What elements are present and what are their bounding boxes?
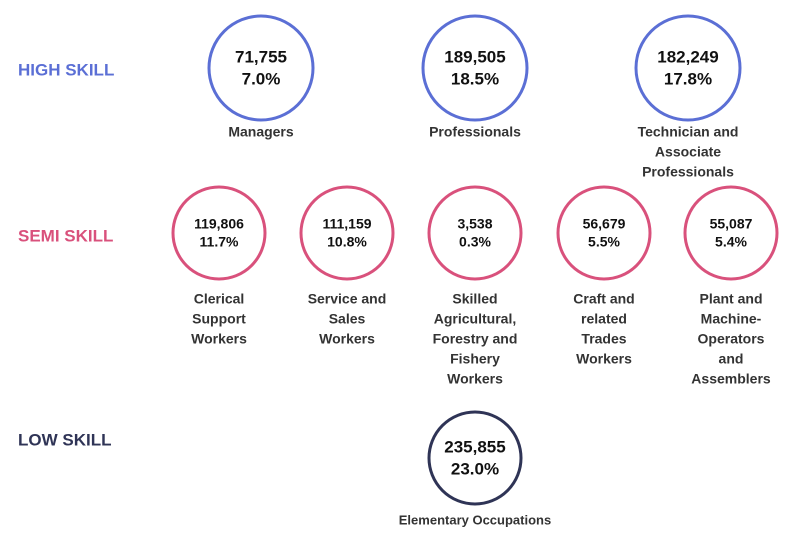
- percent: 0.3%: [459, 234, 491, 250]
- occupation-label: Clerical: [194, 291, 245, 307]
- percent: 11.7%: [200, 234, 239, 250]
- percent: 17.8%: [664, 69, 712, 88]
- occupation-circle: [556, 185, 652, 281]
- occupation-circle: [634, 14, 742, 122]
- occupation-label: Forestry and: [433, 331, 518, 347]
- occupation-circle: [171, 185, 267, 281]
- occupation-label: Plant and: [699, 291, 762, 307]
- occupation-label: Managers: [228, 124, 294, 140]
- percent: 7.0%: [242, 69, 281, 88]
- percent: 10.8%: [327, 234, 367, 250]
- occupation-label: and: [719, 351, 744, 367]
- skill-level-label: SEMI SKILL: [18, 226, 113, 245]
- count: 235,855: [444, 437, 505, 456]
- occupation-label: Professionals: [429, 124, 521, 140]
- occupation-label: Professionals: [642, 164, 734, 180]
- count: 3,538: [457, 215, 492, 231]
- occupation-label: Workers: [447, 371, 503, 387]
- occupation-circle: [421, 14, 529, 122]
- occupation-circle: [427, 410, 523, 506]
- count: 119,806: [194, 215, 244, 231]
- occupation-label: Craft and: [573, 291, 634, 307]
- occupation-label: Workers: [191, 331, 247, 347]
- occupation-label: Agricultural,: [434, 311, 516, 327]
- occupation-label: Fishery: [450, 351, 500, 367]
- occupation-label: Service and: [308, 291, 387, 307]
- occupation-label: Elementary Occupations: [399, 512, 551, 527]
- count: 189,505: [444, 47, 505, 66]
- occupation-circle: [683, 185, 779, 281]
- percent: 18.5%: [451, 69, 499, 88]
- occupation-label: Trades: [581, 331, 626, 347]
- occupation-label: Skilled: [452, 291, 497, 307]
- count: 56,679: [583, 215, 626, 231]
- occupation-circle: [207, 14, 315, 122]
- occupation-label: Operators: [698, 331, 765, 347]
- percent: 5.5%: [588, 234, 620, 250]
- occupation-label: Assemblers: [691, 371, 771, 387]
- count: 71,755: [235, 47, 287, 66]
- occupation-label: Workers: [319, 331, 375, 347]
- occupation-label: Technician and: [638, 124, 739, 140]
- count: 55,087: [710, 215, 753, 231]
- occupation-label: related: [581, 311, 627, 327]
- occupation-label: Support: [192, 311, 246, 327]
- occupation-label: Machine-: [701, 311, 762, 327]
- percent: 23.0%: [451, 459, 499, 478]
- occupation-label: Associate: [655, 144, 721, 160]
- occupation-label: Sales: [329, 311, 366, 327]
- occupation-circle: [299, 185, 395, 281]
- percent: 5.4%: [715, 234, 747, 250]
- skill-level-label: LOW SKILL: [18, 430, 111, 449]
- occupation-circle: [427, 185, 523, 281]
- count: 111,159: [322, 215, 371, 231]
- skill-level-label: HIGH SKILL: [18, 60, 114, 79]
- occupation-label: Workers: [576, 351, 632, 367]
- count: 182,249: [657, 47, 718, 66]
